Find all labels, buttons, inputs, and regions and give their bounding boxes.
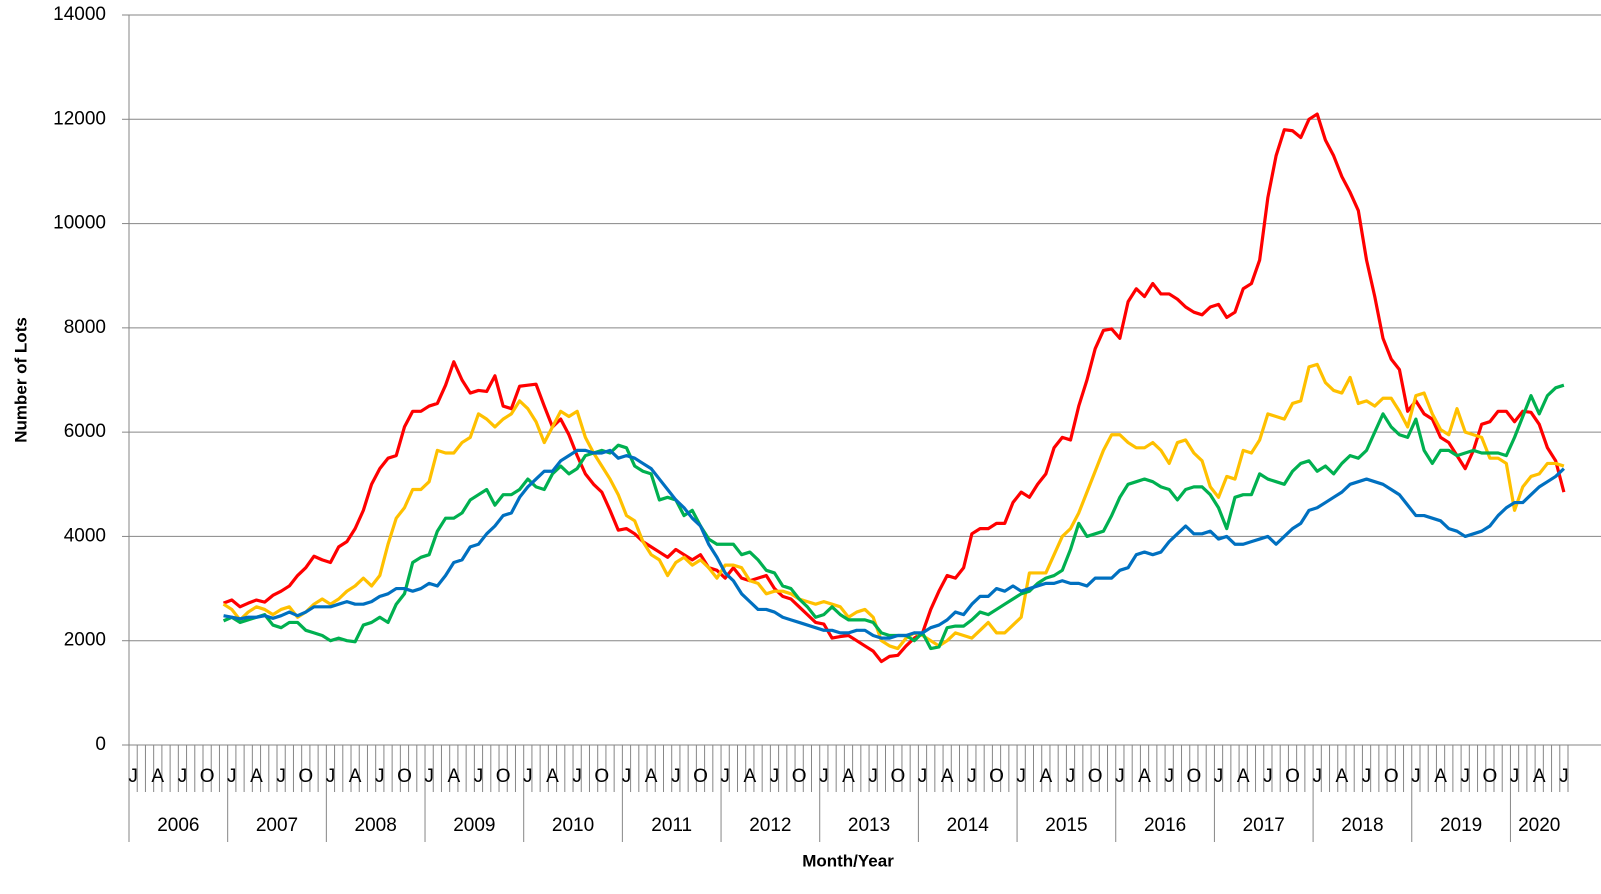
x-tick-label: J: [1263, 766, 1273, 787]
x-tick-label: A: [645, 766, 658, 787]
x-tick-label: J: [424, 766, 434, 787]
x-tick-label: J: [868, 766, 878, 787]
x-tick-label: A: [250, 766, 263, 787]
x-tick-label: J: [1362, 766, 1372, 787]
year-label: 2010: [552, 815, 594, 836]
x-tick-label: J: [1115, 766, 1125, 787]
series-line: [222, 112, 1566, 664]
x-tick-label: O: [890, 766, 905, 787]
year-label: 2011: [651, 815, 692, 836]
year-label: 2017: [1243, 815, 1285, 836]
x-tick-label: A: [546, 766, 559, 787]
year-label: 2009: [453, 815, 495, 836]
year-label: 2006: [157, 815, 199, 836]
x-tick-label: O: [989, 766, 1004, 787]
year-label: 2007: [256, 815, 298, 836]
x-tick-label: O: [200, 766, 215, 787]
x-tick-label: A: [1040, 766, 1053, 787]
x-tick-label: J: [918, 766, 928, 787]
y-tick-label: 4000: [64, 525, 106, 546]
y-tick-label: 6000: [64, 421, 106, 442]
x-tick-label: A: [1237, 766, 1250, 787]
x-tick-label: O: [594, 766, 609, 787]
x-tick-label: O: [1088, 766, 1103, 787]
y-tick-label: 0: [95, 734, 106, 755]
x-tick-label: J: [523, 766, 533, 787]
year-label: 2013: [848, 815, 890, 836]
x-tick-label: A: [1533, 766, 1546, 787]
x-tick-label: A: [842, 766, 855, 787]
x-tick-label: A: [447, 766, 460, 787]
series-line: [222, 362, 1565, 651]
y-tick-label: 14000: [53, 4, 106, 25]
x-tick-label: A: [349, 766, 362, 787]
x-tick-label: A: [1336, 766, 1349, 787]
x-tick-label: J: [967, 766, 977, 787]
x-tick-label: A: [1138, 766, 1151, 787]
x-tick-label: O: [1482, 766, 1497, 787]
x-tick-label: J: [1510, 766, 1520, 787]
y-tick-label: 10000: [53, 213, 106, 234]
y-axis-label: Number of Lots: [11, 317, 30, 443]
year-label: 2012: [749, 815, 791, 836]
x-tick-label: J: [474, 766, 484, 787]
x-tick-label: O: [298, 766, 313, 787]
x-tick-label: J: [1066, 766, 1076, 787]
x-tick-label: J: [720, 766, 730, 787]
year-label: 2020: [1518, 815, 1560, 836]
x-tick-label: O: [1384, 766, 1399, 787]
x-tick-label: A: [743, 766, 756, 787]
year-label: 2018: [1341, 815, 1383, 836]
x-tick-label: J: [178, 766, 188, 787]
x-tick-label: J: [1559, 766, 1569, 787]
x-tick-label: J: [1460, 766, 1470, 787]
x-tick-label: O: [496, 766, 511, 787]
x-tick-label: J: [770, 766, 780, 787]
y-tick-label: 12000: [53, 108, 106, 129]
year-label: 2019: [1440, 815, 1482, 836]
x-tick-label: J: [227, 766, 237, 787]
x-tick-label: J: [622, 766, 632, 787]
series-line: [222, 383, 1565, 651]
x-tick-label: J: [326, 766, 336, 787]
x-tick-label: A: [1434, 766, 1447, 787]
series-line: [223, 448, 1565, 640]
x-tick-label: J: [671, 766, 681, 787]
x-tick-label: J: [1312, 766, 1322, 787]
x-tick-label: A: [941, 766, 954, 787]
x-tick-label: J: [819, 766, 829, 787]
year-label: 2008: [355, 815, 397, 836]
x-tick-label: J: [1016, 766, 1026, 787]
x-tick-label: J: [276, 766, 286, 787]
x-tick-label: O: [792, 766, 807, 787]
x-tick-label: J: [1411, 766, 1421, 787]
x-tick-label: J: [1214, 766, 1224, 787]
x-tick-label: A: [151, 766, 164, 787]
x-tick-label: J: [128, 766, 138, 787]
x-tick-label: J: [1164, 766, 1174, 787]
x-tick-label: O: [693, 766, 708, 787]
year-label: 2016: [1144, 815, 1186, 836]
year-label: 2015: [1045, 815, 1087, 836]
x-tick-label: O: [1285, 766, 1300, 787]
x-tick-label: J: [572, 766, 582, 787]
year-label: 2014: [947, 815, 990, 836]
x-tick-label: J: [375, 766, 385, 787]
x-tick-label: O: [1186, 766, 1201, 787]
x-axis-label: Month/Year: [802, 851, 894, 870]
y-tick-label: 2000: [64, 630, 106, 651]
x-tick-label: O: [397, 766, 412, 787]
y-tick-label: 8000: [64, 317, 106, 338]
